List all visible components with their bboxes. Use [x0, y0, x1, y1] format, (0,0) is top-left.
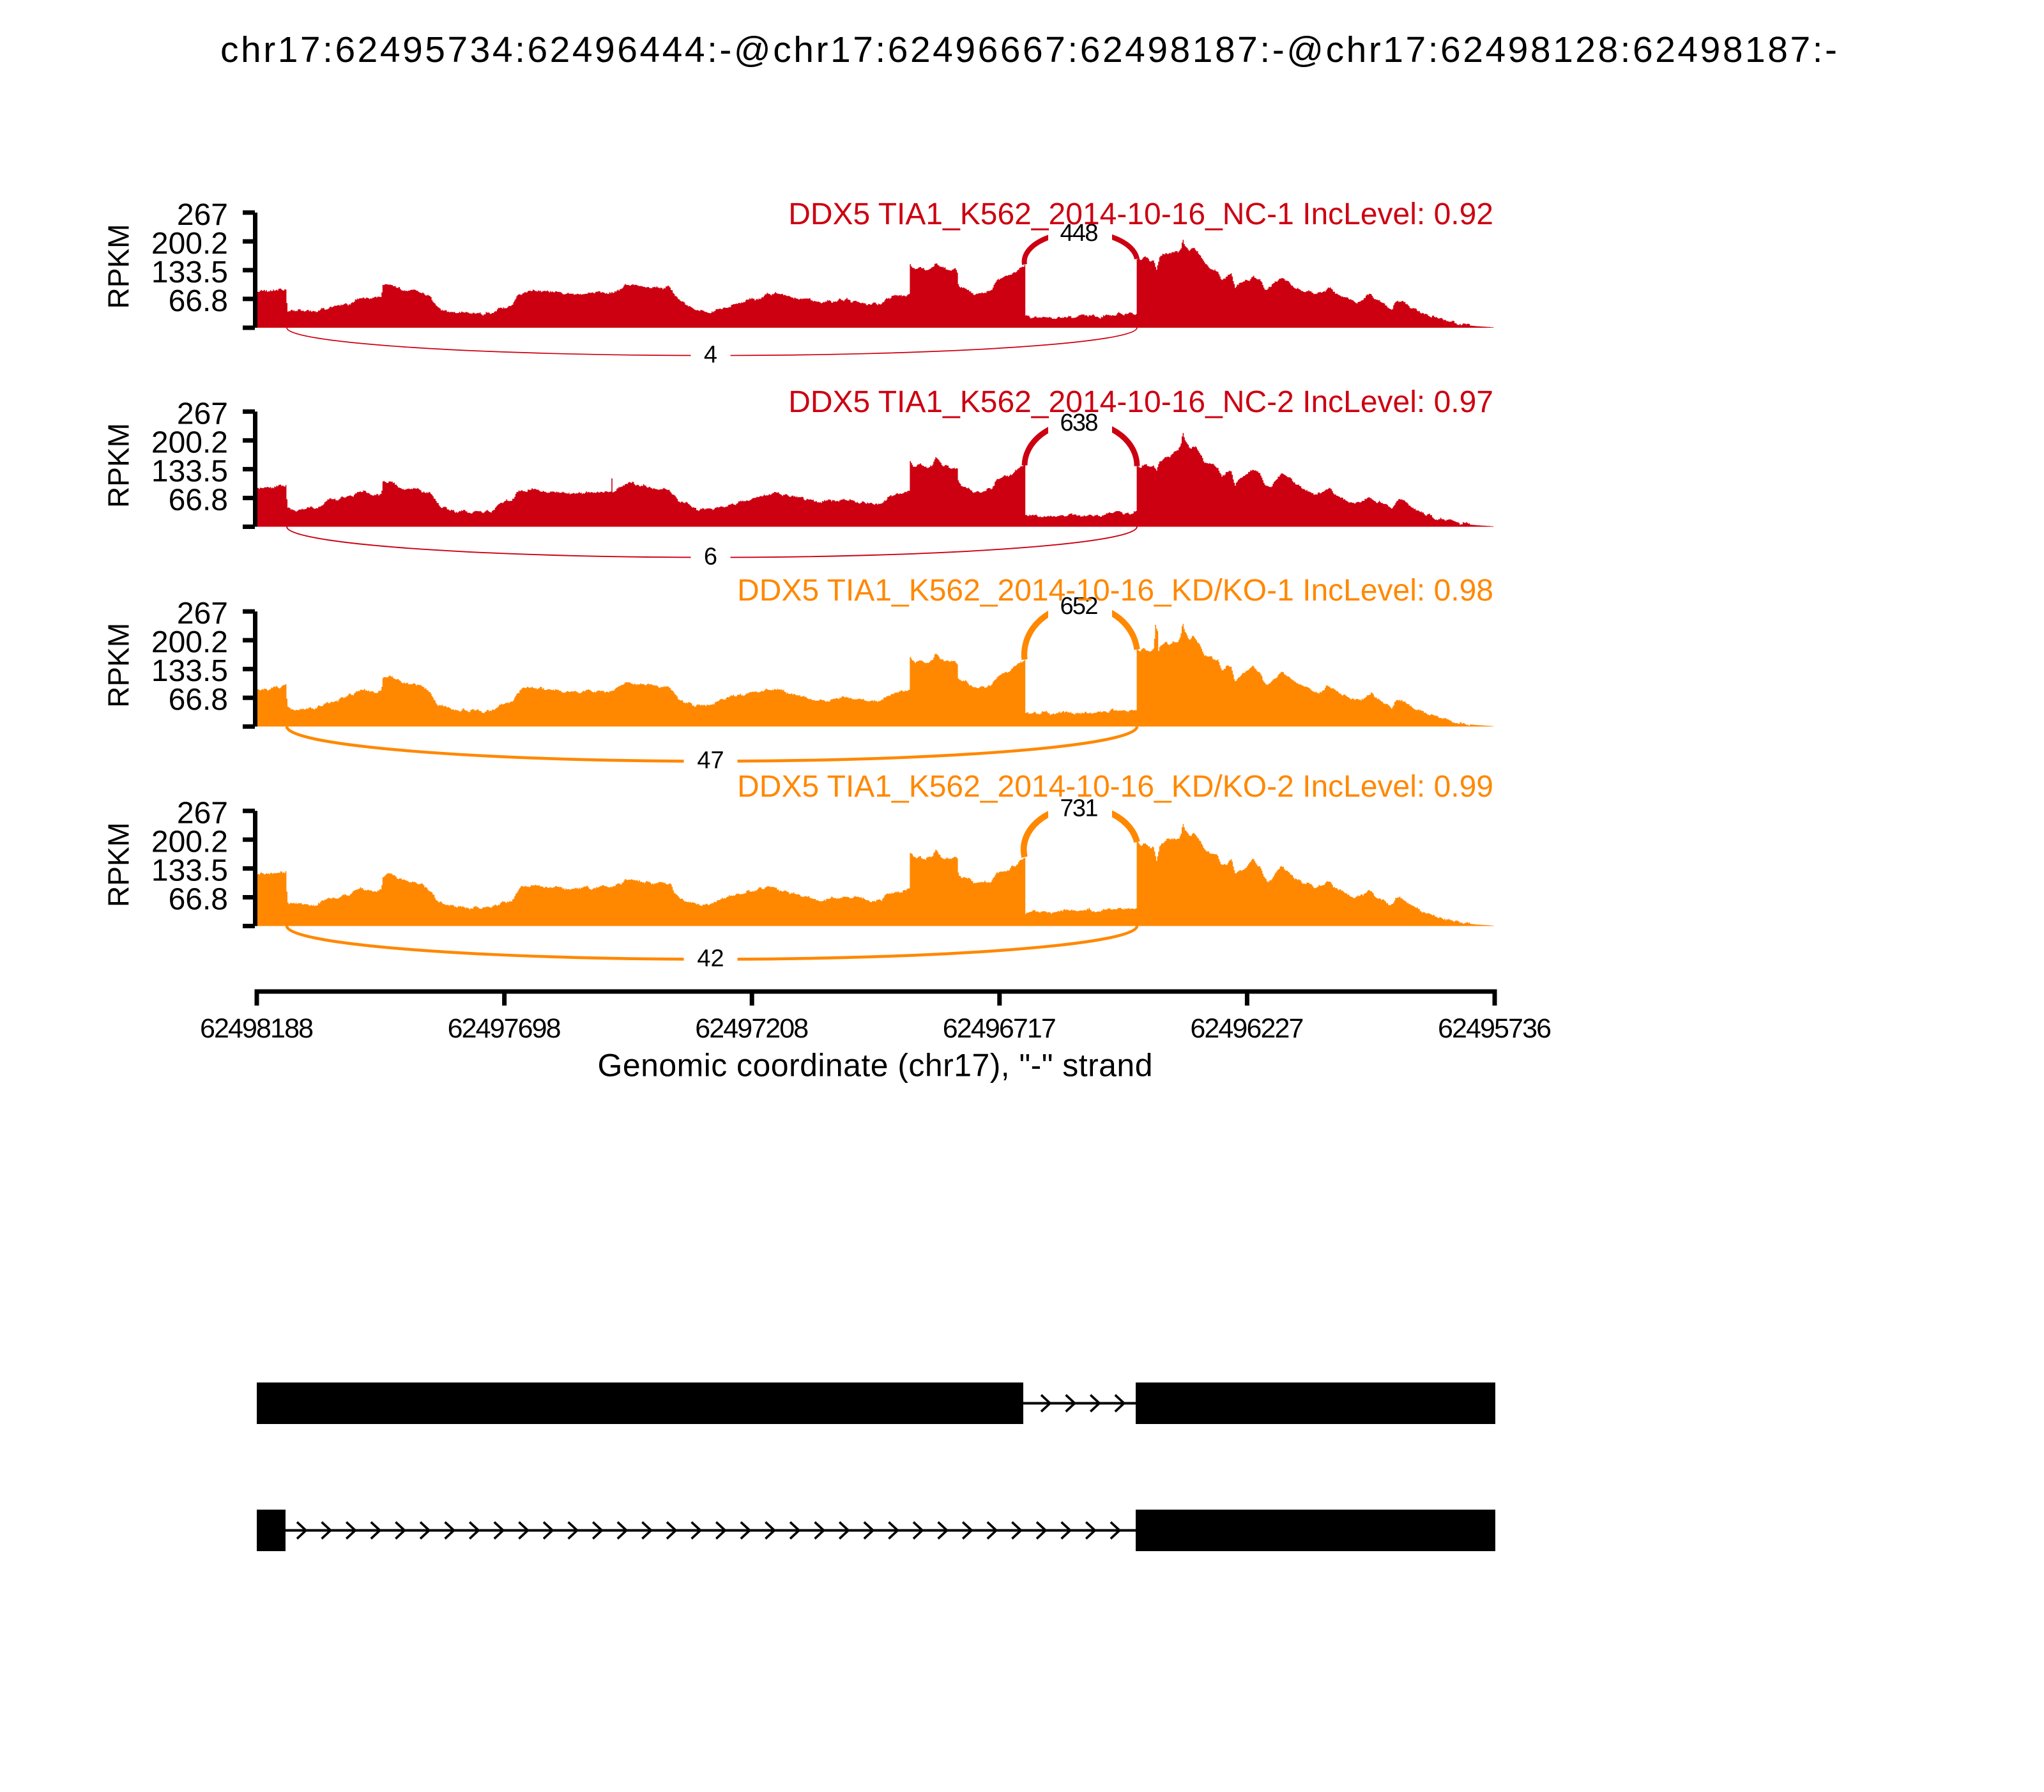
svg-text:66.8: 66.8 — [169, 284, 228, 318]
svg-text:267: 267 — [177, 397, 228, 431]
svg-text:200.2: 200.2 — [151, 425, 228, 459]
svg-text:62495736: 62495736 — [1438, 1013, 1552, 1044]
svg-text:42: 42 — [697, 946, 724, 972]
svg-text:Genomic coordinate (chr17), "-: Genomic coordinate (chr17), "-" strand — [598, 1048, 1153, 1084]
svg-text:638: 638 — [1060, 410, 1099, 436]
svg-text:448: 448 — [1060, 220, 1099, 247]
svg-text:62498188: 62498188 — [200, 1013, 314, 1044]
svg-text:267: 267 — [177, 198, 228, 232]
svg-text:652: 652 — [1060, 593, 1099, 620]
svg-text:RPKM: RPKM — [102, 822, 135, 907]
svg-text:62496717: 62496717 — [943, 1013, 1056, 1044]
svg-text:62497698: 62497698 — [448, 1013, 561, 1044]
svg-text:200.2: 200.2 — [151, 227, 228, 261]
svg-text:66.8: 66.8 — [169, 883, 228, 917]
svg-text:RPKM: RPKM — [102, 224, 135, 309]
svg-text:66.8: 66.8 — [169, 683, 228, 717]
svg-text:267: 267 — [177, 597, 228, 631]
svg-text:731: 731 — [1060, 795, 1099, 822]
svg-text:RPKM: RPKM — [102, 623, 135, 708]
svg-text:133.5: 133.5 — [151, 654, 228, 688]
svg-text:62496227: 62496227 — [1190, 1013, 1304, 1044]
svg-text:200.2: 200.2 — [151, 625, 228, 659]
svg-text:133.5: 133.5 — [151, 256, 228, 289]
svg-text:4: 4 — [704, 342, 717, 369]
svg-text:267: 267 — [177, 796, 228, 830]
svg-text:133.5: 133.5 — [151, 454, 228, 488]
svg-text:chr17:62495734:62496444:-@chr1: chr17:62495734:62496444:-@chr17:62496667… — [220, 29, 1837, 70]
svg-text:62497208: 62497208 — [695, 1013, 809, 1044]
svg-text:DDX5 TIA1_K562_2014-10-16_NC-2: DDX5 TIA1_K562_2014-10-16_NC-2 IncLevel:… — [788, 385, 1493, 419]
svg-text:DDX5 TIA1_K562_2014-10-16_KD/K: DDX5 TIA1_K562_2014-10-16_KD/KO-2 IncLev… — [737, 770, 1493, 804]
svg-text:6: 6 — [704, 544, 717, 571]
svg-text:DDX5 TIA1_K562_2014-10-16_KD/K: DDX5 TIA1_K562_2014-10-16_KD/KO-1 IncLev… — [737, 574, 1493, 608]
svg-text:47: 47 — [697, 747, 724, 774]
svg-text:DDX5 TIA1_K562_2014-10-16_NC-1: DDX5 TIA1_K562_2014-10-16_NC-1 IncLevel:… — [788, 197, 1493, 231]
svg-text:133.5: 133.5 — [151, 854, 228, 887]
svg-text:RPKM: RPKM — [102, 423, 135, 508]
svg-text:200.2: 200.2 — [151, 825, 228, 859]
svg-text:66.8: 66.8 — [169, 484, 228, 517]
